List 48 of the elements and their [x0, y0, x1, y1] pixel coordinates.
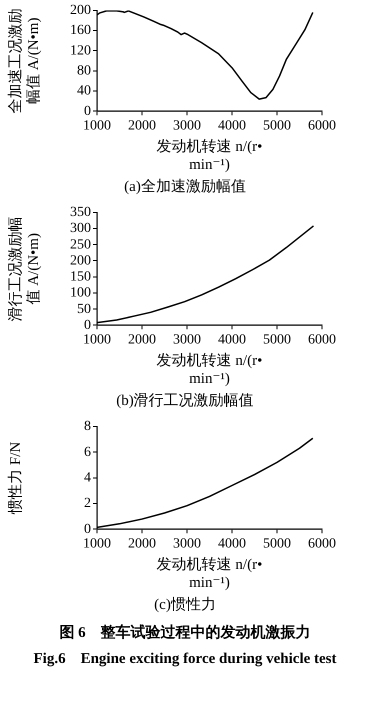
- x-tick-label: 1000: [83, 536, 111, 552]
- x-tick-label: 3000: [173, 332, 201, 348]
- x-axis-title: 发动机转速 n/(r•min⁻¹): [156, 138, 262, 173]
- x-tick-label: 5000: [263, 332, 291, 348]
- y-tick-label: 300: [70, 221, 91, 236]
- y-tick-label: 250: [70, 237, 91, 252]
- y-tick-label: 100: [70, 286, 91, 301]
- x-tick-label: 2000: [128, 332, 156, 348]
- x-tick-label: 6000: [308, 536, 336, 552]
- x-tick-label: 5000: [263, 536, 291, 552]
- y-tick-label: 50: [77, 302, 91, 317]
- x-tick-label: 4000: [218, 536, 246, 552]
- x-tick-label: 4000: [218, 118, 246, 134]
- y-tick-label: 80: [77, 64, 91, 79]
- text: (c)惯性力: [153, 596, 217, 615]
- y-tick-label: 40: [77, 84, 91, 99]
- y-tick-label: 8: [84, 419, 91, 434]
- y-tick-label: 150: [70, 270, 91, 285]
- y-tick-label: 350: [70, 205, 91, 220]
- x-tick-label: 6000: [308, 118, 336, 134]
- x-tick-label: 1000: [83, 118, 111, 134]
- x-tick-label: 1000: [83, 332, 111, 348]
- y-tick-label: 200: [70, 253, 91, 268]
- x-tick-label: 2000: [128, 118, 156, 134]
- y-axis-title: 滑行工况激励幅值 A/(N•m): [6, 216, 42, 322]
- y-tick-label: 200: [70, 3, 91, 18]
- x-tick-label: 5000: [263, 118, 291, 134]
- y-tick-label: 0: [84, 318, 91, 333]
- y-tick-label: 4: [84, 470, 91, 486]
- x-axis-title: 发动机转速 n/(r•min⁻¹): [156, 352, 262, 387]
- x-tick-label: 3000: [173, 118, 201, 134]
- y-axis-title: 惯性力 F/N: [6, 442, 24, 515]
- y-tick-label: 2: [84, 496, 91, 512]
- caption: Fig.6 Engine exciting force during vehicle test: [32, 650, 338, 669]
- text: (a)全加速激励幅值: [123, 178, 247, 197]
- x-tick-label: 2000: [128, 536, 156, 552]
- y-tick-label: 0: [84, 104, 91, 119]
- x-axis-title: 发动机转速 n/(r•min⁻¹): [156, 556, 262, 591]
- y-tick-label: 120: [70, 43, 91, 58]
- y-tick-label: 160: [70, 23, 91, 38]
- text: (b)滑行工况激励幅值: [115, 392, 255, 411]
- y-axis-title: 全加速工况激励幅值 A/(N•m): [6, 8, 42, 114]
- x-tick-label: 4000: [218, 332, 246, 348]
- y-tick-label: 6: [84, 444, 91, 460]
- caption: 图 6 整车试验过程中的发动机激振力: [58, 623, 312, 643]
- x-tick-label: 3000: [173, 536, 201, 552]
- x-tick-label: 6000: [308, 332, 336, 348]
- y-tick-label: 0: [84, 522, 91, 537]
